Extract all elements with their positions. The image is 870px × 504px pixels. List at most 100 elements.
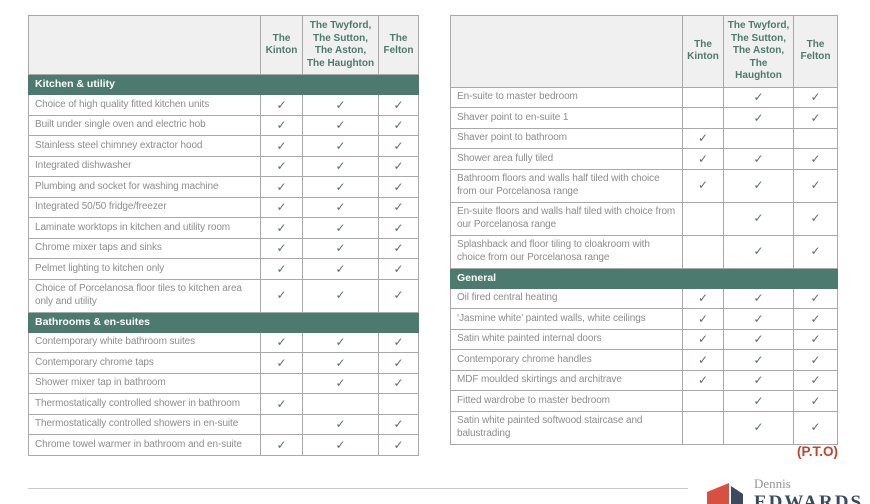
check-mark: ✓ <box>302 352 379 374</box>
column-header-kinton: The Kinton <box>260 15 303 75</box>
feature-label: Contemporary chrome taps <box>28 352 261 374</box>
check-mark: ✓ <box>378 135 419 157</box>
feature-label: MDF moulded skirtings and architrave <box>450 369 683 391</box>
check-mark: ✓ <box>302 217 379 239</box>
check-mark: ✓ <box>378 258 419 280</box>
check-mark: ✓ <box>302 258 379 280</box>
feature-label: Chrome mixer taps and sinks <box>28 237 261 259</box>
table-row: Laminate worktops in kitchen and utility… <box>28 217 419 239</box>
column-header-row: The Kinton The Twyford, The Sutton, The … <box>450 15 838 88</box>
check-mark: ✓ <box>302 372 379 394</box>
check-mark: ✓ <box>793 86 838 108</box>
check-mark: ✓ <box>793 287 838 309</box>
feature-label: Pelmet lighting to kitchen only <box>28 258 261 280</box>
section-banner-row: Bathrooms & en-suites <box>28 311 419 333</box>
check-mark: ✓ <box>260 176 303 198</box>
feature-label: Thermostatically controlled showers in e… <box>28 413 261 435</box>
column-header-felton: The Felton <box>793 15 838 88</box>
feature-label: ‘Jasmine white’ painted walls, white cei… <box>450 308 683 330</box>
check-empty <box>682 390 724 412</box>
check-empty <box>260 372 303 394</box>
feature-label: Integrated 50/50 fridge/freezer <box>28 196 261 218</box>
check-mark: ✓ <box>793 308 838 330</box>
check-empty <box>378 393 419 415</box>
table-row: Shaver point to bathroom ✓ <box>450 127 838 149</box>
feature-label: Shower area fully tiled <box>450 148 683 170</box>
check-empty <box>260 413 303 435</box>
section-banner-title: General <box>450 267 838 289</box>
table-row: Oil fired central heating ✓ ✓ ✓ <box>450 287 838 309</box>
spec-table-right: The Kinton The Twyford, The Sutton, The … <box>450 15 838 445</box>
check-empty <box>682 234 724 269</box>
check-mark: ✓ <box>302 278 379 313</box>
check-mark: ✓ <box>793 369 838 391</box>
check-mark: ✓ <box>302 413 379 435</box>
check-mark: ✓ <box>302 155 379 177</box>
check-mark: ✓ <box>723 328 794 350</box>
check-mark: ✓ <box>723 148 794 170</box>
check-mark: ✓ <box>378 331 419 353</box>
table-row: Choice of Porcelanosa floor tiles to kit… <box>28 278 419 313</box>
check-mark: ✓ <box>723 168 794 203</box>
table-row: Shower mixer tap in bathroom ✓ ✓ <box>28 372 419 394</box>
table-row: Contemporary chrome taps ✓ ✓ ✓ <box>28 352 419 374</box>
corner-cell <box>28 15 261 75</box>
check-mark: ✓ <box>378 196 419 218</box>
check-mark: ✓ <box>793 201 838 236</box>
logo-text: Dennis EDWARDS <box>754 477 863 504</box>
feature-label: Bathroom floors and walls half tiled wit… <box>450 168 683 203</box>
check-mark: ✓ <box>723 308 794 330</box>
feature-label: Choice of Porcelanosa floor tiles to kit… <box>28 278 261 313</box>
check-mark: ✓ <box>682 369 724 391</box>
table-row: Fitted wardrobe to master bedroom ✓ ✓ <box>450 390 838 412</box>
table-row: Satin white painted internal doors ✓ ✓ ✓ <box>450 328 838 350</box>
corner-cell <box>450 15 683 88</box>
left-table-body: Kitchen & utility Choice of high quality … <box>28 74 419 456</box>
feature-label: Laminate worktops in kitchen and utility… <box>28 217 261 239</box>
check-empty <box>793 127 838 149</box>
check-mark: ✓ <box>260 434 303 456</box>
check-mark: ✓ <box>260 278 303 313</box>
table-row: Pelmet lighting to kitchen only ✓ ✓ ✓ <box>28 258 419 280</box>
check-mark: ✓ <box>260 196 303 218</box>
check-mark: ✓ <box>260 114 303 136</box>
check-mark: ✓ <box>682 127 724 149</box>
table-row: Plumbing and socket for washing machine ✓… <box>28 176 419 198</box>
feature-label: Splashback and floor tiling to cloakroom… <box>450 234 683 269</box>
check-mark: ✓ <box>260 135 303 157</box>
check-mark: ✓ <box>723 349 794 371</box>
check-mark: ✓ <box>723 201 794 236</box>
feature-label: Integrated dishwasher <box>28 155 261 177</box>
check-mark: ✓ <box>723 410 794 445</box>
check-mark: ✓ <box>260 258 303 280</box>
check-mark: ✓ <box>723 234 794 269</box>
check-mark: ✓ <box>260 94 303 116</box>
section-banner-row: Kitchen & utility <box>28 74 419 95</box>
table-row: Stainless steel chimney extractor hood ✓ ✓… <box>28 135 419 157</box>
check-mark: ✓ <box>378 217 419 239</box>
column-header-kinton: The Kinton <box>682 15 724 88</box>
check-mark: ✓ <box>260 155 303 177</box>
logo-name-top: Dennis <box>754 476 791 491</box>
check-mark: ✓ <box>378 372 419 394</box>
check-mark: ✓ <box>682 148 724 170</box>
check-mark: ✓ <box>723 369 794 391</box>
column-header-felton: The Felton <box>378 15 419 75</box>
feature-label: Thermostatically controlled shower in ba… <box>28 393 261 415</box>
table-row: Satin white painted softwood staircase a… <box>450 410 838 445</box>
table-row: Built under single oven and electric hob… <box>28 114 419 136</box>
check-mark: ✓ <box>260 393 303 415</box>
footer-divider <box>28 488 688 489</box>
check-mark: ✓ <box>793 328 838 350</box>
table-row: Integrated dishwasher ✓ ✓ ✓ <box>28 155 419 177</box>
check-mark: ✓ <box>378 176 419 198</box>
feature-label: Oil fired central heating <box>450 287 683 309</box>
table-row: Splashback and floor tiling to cloakroom… <box>450 234 838 269</box>
check-empty <box>682 410 724 445</box>
feature-label: Plumbing and socket for washing machine <box>28 176 261 198</box>
table-row: Thermostatically controlled showers in e… <box>28 413 419 435</box>
table-row: Contemporary white bathroom suites ✓ ✓ ✓ <box>28 331 419 353</box>
check-mark: ✓ <box>793 148 838 170</box>
table-row: Integrated 50/50 fridge/freezer ✓ ✓ ✓ <box>28 196 419 218</box>
